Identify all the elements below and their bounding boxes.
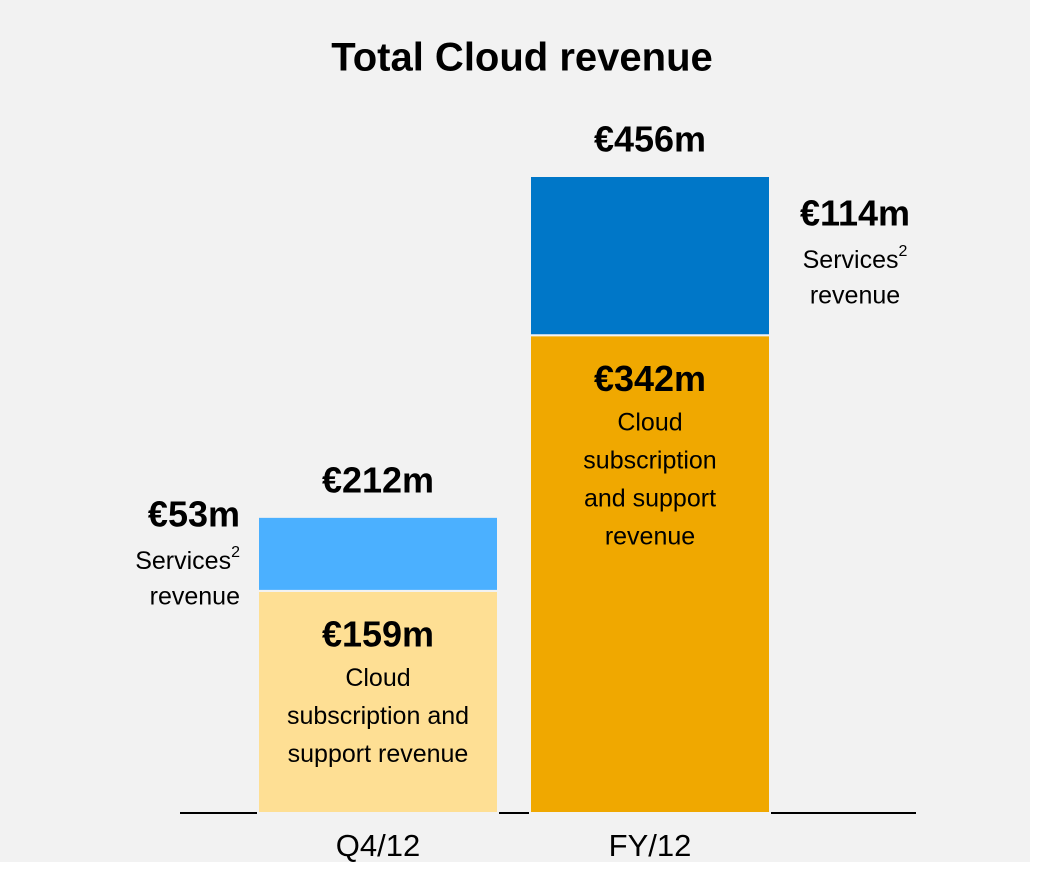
total-label: €212m bbox=[322, 459, 434, 500]
segment-name: Cloud subscription and support revenue bbox=[583, 408, 716, 550]
segment-name: Services2 bbox=[135, 544, 240, 574]
segment-name-line: Cloud bbox=[345, 663, 410, 691]
bar-segment bbox=[529, 334, 771, 814]
bar-segment bbox=[529, 175, 771, 337]
segment-name-line: and support bbox=[584, 484, 716, 512]
segment-name-line: Cloud bbox=[617, 408, 682, 436]
segment-name: Cloud subscription and support revenue bbox=[287, 663, 469, 767]
segment-name: revenue bbox=[150, 582, 240, 610]
segment-name-word: Services bbox=[135, 546, 231, 574]
segment-name-line: support revenue bbox=[288, 739, 469, 767]
value-label: €342m bbox=[594, 358, 706, 399]
footnote: 2 bbox=[898, 243, 907, 260]
segment-name: Services2 bbox=[803, 243, 908, 273]
bar-segment bbox=[257, 589, 499, 815]
footnote: 2 bbox=[231, 544, 240, 561]
x-tick-label: Q4/12 bbox=[336, 828, 420, 863]
segment-name-line: revenue bbox=[605, 522, 695, 550]
background bbox=[0, 0, 1030, 862]
value-label: €53m bbox=[148, 493, 240, 534]
segment-name-line: subscription bbox=[583, 446, 716, 474]
x-tick-label: FY/12 bbox=[609, 828, 692, 863]
segment-name-line: subscription and bbox=[287, 701, 469, 729]
bar-segment bbox=[257, 515, 499, 592]
segment-name: revenue bbox=[810, 282, 900, 310]
value-label: €114m bbox=[800, 193, 910, 234]
chart-title: Total Cloud revenue bbox=[331, 36, 713, 80]
segment-name-word: Services bbox=[803, 246, 899, 274]
total-label: €456m bbox=[594, 119, 706, 160]
value-label: €159m bbox=[322, 613, 434, 654]
